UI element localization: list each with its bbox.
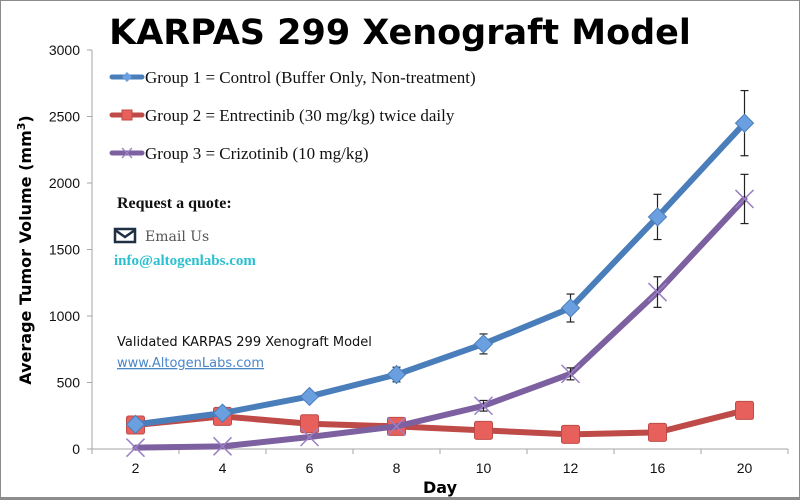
y-tick-label: 2000 [49,175,80,191]
data-point [300,414,319,434]
legend-item: Group 3 = Crizotinib (10 mg/kg) [109,144,368,163]
data-point [212,436,233,456]
legend-label: Group 2 = Entrectinib (30 mg/kg) twice d… [145,106,455,125]
marker-stroke [473,396,494,416]
data-point [735,400,754,420]
data-point [125,438,146,458]
y-tick-label: 0 [72,441,80,457]
series-line [132,407,748,438]
series-3 [125,173,755,458]
data-point [561,424,580,444]
legend-item: Group 1 = Control (Buffer Only, Non-trea… [109,68,476,87]
y-axis-label-main: Average Tumor Volume (mm [16,130,35,384]
email-address-link[interactable]: info@altogenlabs.com [114,253,256,269]
data-point [125,414,146,435]
legend: Group 1 = Control (Buffer Only, Non-trea… [109,68,476,163]
data-point [473,334,494,354]
legend-label: Group 1 = Control (Buffer Only, Non-trea… [145,68,476,87]
x-axis-label: Day [423,478,458,497]
data-point [560,364,581,384]
x-tick-label: 2 [132,460,140,476]
data-point [386,416,407,436]
x-tick-label: 8 [393,460,401,476]
data-point [474,420,493,440]
x-tick-label: 10 [476,460,492,476]
marker-stroke [212,436,233,456]
envelope-icon [113,227,137,244]
series-1 [125,89,755,435]
x-tick-label: 16 [650,460,666,476]
marker-stroke [386,416,407,436]
x-tick-labels: 2 4 6 8 10 12 16 20 [132,460,753,476]
data-point [212,403,233,423]
marker-stroke [560,364,581,384]
y-axis-label: Average Tumor Volume (mm3) [15,115,36,384]
data-point [734,189,755,209]
data-point [299,386,320,407]
x-tick-label: 20 [737,460,753,476]
email-us-link[interactable]: Email Us [113,227,209,245]
legend-marker [122,72,132,82]
data-point [386,364,407,385]
email-us-label: Email Us [145,229,209,245]
website-link[interactable]: www.AltogenLabs.com [117,356,264,371]
marker-stroke [647,282,668,302]
data-point [473,396,494,416]
data-point [734,113,755,133]
chart-title: KARPAS 299 Xenograft Model [109,13,691,53]
data-point [647,282,668,302]
legend-marker [121,109,133,121]
series-group [125,89,755,458]
y-tick-label: 500 [57,375,81,391]
x-tick-label: 6 [306,460,314,476]
marker-stroke [125,438,146,458]
y-tick-label: 1500 [49,242,80,258]
y-tick-label: 3000 [49,42,80,58]
y-tick-label: 2500 [49,109,80,125]
y-axis-label-close: ) [16,115,35,122]
legend-label: Group 3 = Crizotinib (10 mg/kg) [145,144,368,163]
data-point [299,427,320,447]
y-tick-label: 1000 [49,308,80,324]
marker-stroke [734,189,755,209]
marker-stroke [299,427,320,447]
y-axis-label-sup: 3 [15,123,28,131]
legend-item: Group 2 = Entrectinib (30 mg/kg) twice d… [109,106,455,125]
data-point [560,298,581,318]
request-quote-label: Request a quote: [117,195,232,212]
x-tick-label: 12 [563,460,579,476]
data-point [647,207,668,227]
y-tick-labels: 0 500 1000 1500 2000 2500 3000 [49,42,80,457]
legend-marker [121,147,133,159]
series-line [132,120,748,428]
data-point [648,422,667,442]
x-tick-label: 4 [219,460,227,476]
validated-model-text: Validated KARPAS 299 Xenograft Model [117,335,372,350]
series-line [132,195,748,451]
